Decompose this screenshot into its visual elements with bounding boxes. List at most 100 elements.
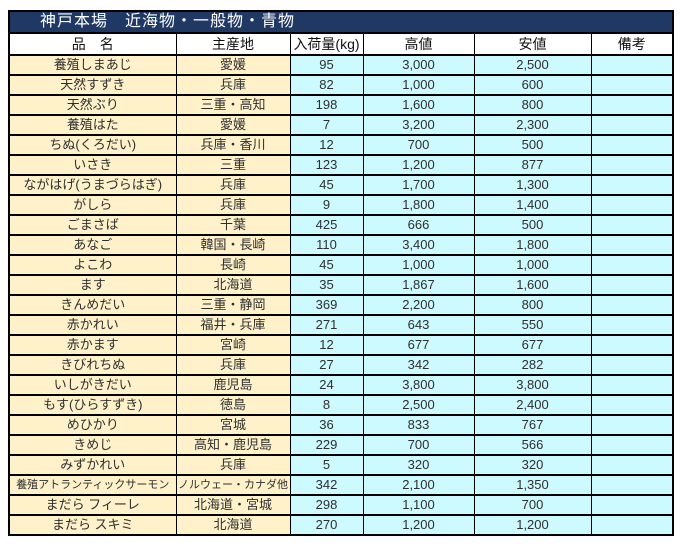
cell-high[interactable]: 1,200 (362, 514, 475, 536)
cell-origin[interactable]: 徳島 (175, 394, 291, 416)
cell-note[interactable] (590, 314, 674, 336)
cell-note[interactable] (590, 454, 674, 476)
cell-quantity[interactable]: 110 (289, 234, 364, 256)
cell-high[interactable]: 1,100 (362, 494, 475, 516)
cell-low[interactable]: 566 (473, 434, 592, 456)
cell-high[interactable]: 1,000 (362, 254, 475, 276)
cell-low[interactable]: 2,400 (473, 394, 592, 416)
cell-quantity[interactable]: 425 (289, 214, 364, 236)
cell-origin[interactable]: 鹿児島 (175, 374, 291, 396)
cell-origin[interactable]: 愛媛 (175, 54, 291, 76)
cell-low[interactable]: 1,400 (473, 194, 592, 216)
cell-low[interactable]: 2,300 (473, 114, 592, 136)
cell-high[interactable]: 833 (362, 414, 475, 436)
cell-quantity[interactable]: 12 (289, 334, 364, 356)
cell-quantity[interactable]: 7 (289, 114, 364, 136)
cell-low[interactable]: 800 (473, 94, 592, 116)
cell-high[interactable]: 1,700 (362, 174, 475, 196)
cell-quantity[interactable]: 24 (289, 374, 364, 396)
cell-name[interactable]: 養殖アトランティックサーモン (8, 474, 177, 496)
cell-quantity[interactable]: 9 (289, 194, 364, 216)
cell-name[interactable]: 赤かます (8, 334, 177, 356)
cell-note[interactable] (590, 254, 674, 276)
cell-origin[interactable]: 兵庫 (175, 174, 291, 196)
cell-low[interactable]: 1,800 (473, 234, 592, 256)
cell-quantity[interactable]: 198 (289, 94, 364, 116)
cell-quantity[interactable]: 27 (289, 354, 364, 376)
cell-quantity[interactable]: 35 (289, 274, 364, 296)
cell-note[interactable] (590, 394, 674, 416)
cell-low[interactable]: 877 (473, 154, 592, 176)
cell-quantity[interactable]: 123 (289, 154, 364, 176)
cell-note[interactable] (590, 234, 674, 256)
cell-high[interactable]: 700 (362, 134, 475, 156)
cell-note[interactable] (590, 354, 674, 376)
cell-high[interactable]: 2,200 (362, 294, 475, 316)
cell-quantity[interactable]: 82 (289, 74, 364, 96)
cell-origin[interactable]: ノルウェー・カナダ他 (175, 474, 291, 496)
cell-name[interactable]: 赤かれい (8, 314, 177, 336)
cell-origin[interactable]: 三重・高知 (175, 94, 291, 116)
cell-name[interactable]: まだら スキミ (8, 514, 177, 536)
cell-note[interactable] (590, 514, 674, 536)
cell-low[interactable]: 1,200 (473, 514, 592, 536)
cell-note[interactable] (590, 94, 674, 116)
cell-origin[interactable]: 兵庫 (175, 454, 291, 476)
cell-low[interactable]: 700 (473, 494, 592, 516)
cell-low[interactable]: 1,300 (473, 174, 592, 196)
cell-low[interactable]: 600 (473, 74, 592, 96)
cell-origin[interactable]: 長崎 (175, 254, 291, 276)
col-header-origin[interactable]: 主産地 (175, 32, 291, 56)
cell-quantity[interactable]: 12 (289, 134, 364, 156)
cell-high[interactable]: 2,500 (362, 394, 475, 416)
cell-note[interactable] (590, 334, 674, 356)
cell-origin[interactable]: 北海道 (175, 514, 291, 536)
cell-quantity[interactable]: 5 (289, 454, 364, 476)
cell-high[interactable]: 3,200 (362, 114, 475, 136)
cell-origin[interactable]: 宮崎 (175, 334, 291, 356)
cell-name[interactable]: ます (8, 274, 177, 296)
cell-high[interactable]: 700 (362, 434, 475, 456)
cell-quantity[interactable]: 342 (289, 474, 364, 496)
cell-origin[interactable]: 兵庫 (175, 354, 291, 376)
cell-high[interactable]: 666 (362, 214, 475, 236)
cell-high[interactable]: 320 (362, 454, 475, 476)
cell-high[interactable]: 3,000 (362, 54, 475, 76)
col-header-quantity[interactable]: 入荷量(kg) (289, 32, 364, 56)
cell-name[interactable]: 養殖はた (8, 114, 177, 136)
cell-origin[interactable]: 兵庫 (175, 74, 291, 96)
cell-name[interactable]: みずかれい (8, 454, 177, 476)
cell-quantity[interactable]: 271 (289, 314, 364, 336)
cell-low[interactable]: 320 (473, 454, 592, 476)
cell-name[interactable]: 養殖しまあじ (8, 54, 177, 76)
cell-origin[interactable]: 宮城 (175, 414, 291, 436)
cell-high[interactable]: 1,600 (362, 94, 475, 116)
cell-high[interactable]: 1,800 (362, 194, 475, 216)
cell-low[interactable]: 500 (473, 214, 592, 236)
col-header-low[interactable]: 安値 (473, 32, 592, 56)
cell-note[interactable] (590, 54, 674, 76)
cell-name[interactable]: あなご (8, 234, 177, 256)
cell-note[interactable] (590, 214, 674, 236)
cell-low[interactable]: 500 (473, 134, 592, 156)
cell-note[interactable] (590, 474, 674, 496)
cell-note[interactable] (590, 274, 674, 296)
cell-origin[interactable]: 千葉 (175, 214, 291, 236)
cell-low[interactable]: 1,350 (473, 474, 592, 496)
cell-quantity[interactable]: 369 (289, 294, 364, 316)
col-header-name[interactable]: 品 名 (8, 32, 177, 56)
cell-high[interactable]: 677 (362, 334, 475, 356)
cell-origin[interactable]: 三重 (175, 154, 291, 176)
cell-name[interactable]: ごまさば (8, 214, 177, 236)
cell-low[interactable]: 3,800 (473, 374, 592, 396)
cell-name[interactable]: ながはげ(うまづらはぎ) (8, 174, 177, 196)
cell-note[interactable] (590, 114, 674, 136)
cell-quantity[interactable]: 45 (289, 254, 364, 276)
cell-note[interactable] (590, 434, 674, 456)
cell-name[interactable]: きんめだい (8, 294, 177, 316)
cell-name[interactable]: がしら (8, 194, 177, 216)
cell-name[interactable]: きびれちぬ (8, 354, 177, 376)
cell-origin[interactable]: 高知・鹿児島 (175, 434, 291, 456)
cell-note[interactable] (590, 74, 674, 96)
cell-high[interactable]: 342 (362, 354, 475, 376)
